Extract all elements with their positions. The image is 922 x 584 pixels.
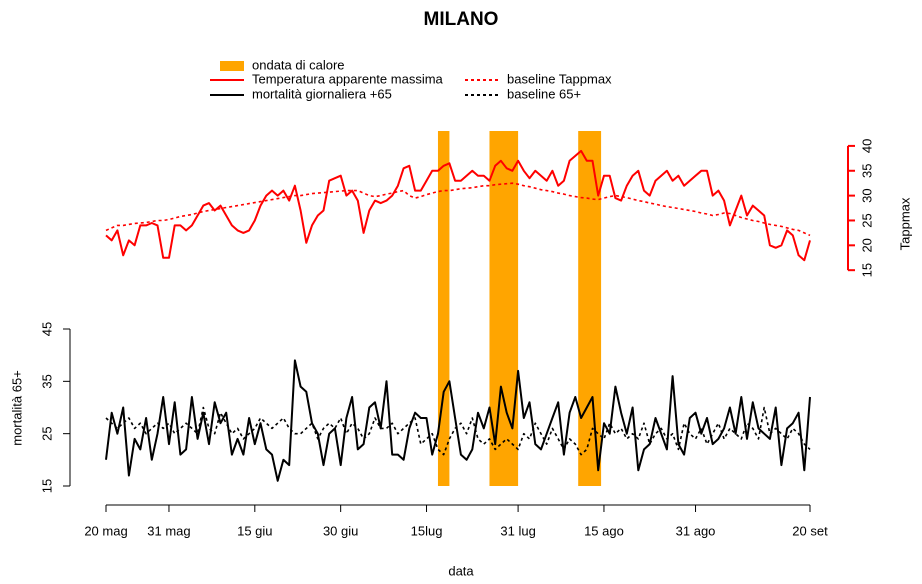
y2-tick-label: 25 (859, 213, 874, 227)
heatwave-span (437, 131, 450, 486)
y-tick-label: 15 (39, 479, 54, 493)
x-tick-label: 15 ago (584, 523, 624, 538)
x-tick-label: 20 mag (84, 523, 127, 538)
x-tick-label: 15lug (411, 523, 443, 538)
series-line (105, 359, 811, 482)
x-tick-label: 31 ago (676, 523, 716, 538)
series-line (105, 406, 811, 456)
legend-label: baseline 65+ (507, 86, 581, 101)
y2-tick-label: 40 (859, 139, 874, 153)
series-line (105, 182, 811, 237)
chart-title: MILANO (424, 9, 499, 30)
y-tick-label: 35 (39, 374, 54, 388)
y-axis-label: mortalità 65+ (9, 370, 24, 446)
legend-label: baseline Tappmax (507, 71, 612, 86)
x-tick-label: 31 mag (147, 523, 190, 538)
legend-label: ondata di calore (252, 57, 345, 72)
y2-tick-label: 15 (859, 263, 874, 277)
x-axis-label: data (448, 563, 474, 578)
x-tick-label: 20 set (792, 523, 828, 538)
heatwave-span (578, 131, 602, 486)
y2-axis-label: Tappmax (897, 197, 912, 250)
x-tick-label: 31 lug (500, 523, 535, 538)
y-tick-label: 25 (39, 426, 54, 440)
y2-tick-label: 30 (859, 188, 874, 202)
y2-tick-label: 20 (859, 238, 874, 252)
y-tick-label: 45 (39, 322, 54, 336)
legend-swatch (220, 61, 244, 71)
legend-label: Temperatura apparente massima (252, 71, 444, 86)
series-line (105, 149, 811, 262)
x-tick-label: 15 giu (237, 523, 272, 538)
y2-tick-label: 35 (859, 164, 874, 178)
x-tick-label: 30 giu (323, 523, 358, 538)
legend-label: mortalità giornaliera +65 (252, 86, 392, 101)
